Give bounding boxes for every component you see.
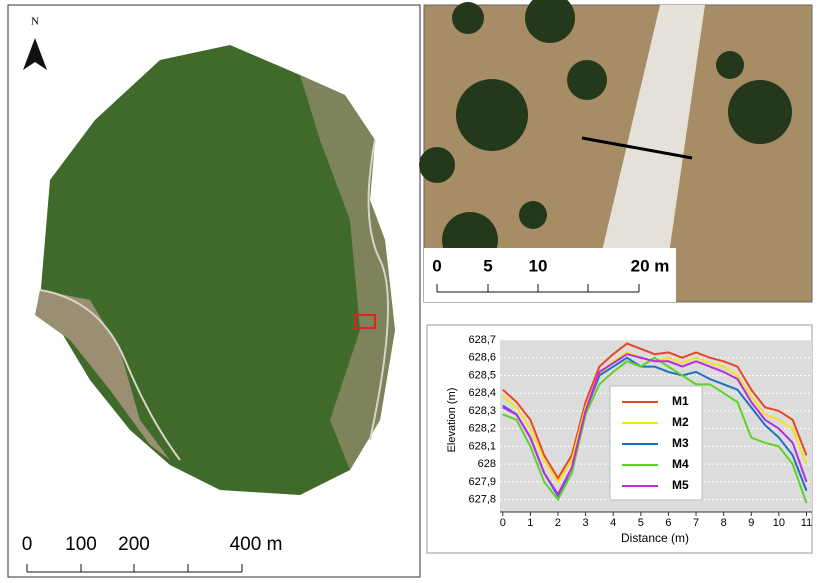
- legend-label: M3: [672, 436, 689, 450]
- scale-label: 0: [22, 534, 33, 555]
- x-tick-label: 3: [583, 517, 589, 529]
- x-tick-label: 2: [555, 517, 561, 529]
- y-tick-label: 627,8: [468, 493, 496, 505]
- y-tick-label: 627,9: [468, 476, 496, 488]
- north-label: N: [31, 16, 39, 28]
- legend-label: M5: [672, 478, 689, 492]
- tree: [519, 201, 547, 229]
- tree: [452, 2, 484, 34]
- figure: N 0 100 200 400 m 0 5 10 20 m Elevation …: [0, 0, 818, 578]
- legend-label: M2: [672, 415, 689, 429]
- scale-label: 10: [529, 256, 548, 275]
- x-tick-label: 4: [610, 517, 616, 529]
- legend-label: M1: [672, 394, 689, 408]
- y-tick-label: 628,3: [468, 405, 496, 417]
- tree: [728, 80, 792, 144]
- tree: [456, 79, 528, 151]
- y-tick-label: 628,7: [468, 334, 496, 346]
- x-tick-label: 11: [801, 517, 812, 529]
- scale-label: 200: [118, 534, 150, 555]
- x-axis-label: Distance (m): [621, 531, 689, 545]
- y-tick-label: 628,4: [468, 387, 496, 399]
- tree: [567, 60, 607, 100]
- y-tick-label: 628: [478, 458, 496, 470]
- x-tick-label: 8: [721, 517, 727, 529]
- legend-label: M4: [672, 457, 689, 471]
- scale-label: 20 m: [631, 256, 670, 275]
- y-tick-label: 628,2: [468, 423, 496, 435]
- y-axis-label: Elevation (m): [446, 388, 458, 453]
- y-tick-label: 628,5: [468, 369, 496, 381]
- tree: [716, 51, 744, 79]
- x-tick-label: 9: [748, 517, 754, 529]
- x-tick-label: 0: [500, 517, 506, 529]
- scale-label: 100: [65, 534, 97, 555]
- scale-label: 0: [432, 256, 441, 275]
- x-tick-label: 5: [638, 517, 644, 529]
- x-tick-label: 1: [527, 517, 533, 529]
- page: {"map": {"north": "N", "scale_labels": […: [0, 0, 818, 583]
- scale-label: 400 m: [230, 534, 283, 555]
- y-tick-label: 628,6: [468, 352, 496, 364]
- tree: [419, 147, 455, 183]
- scale-label: 5: [483, 256, 492, 275]
- x-tick-label: 10: [773, 517, 785, 529]
- x-tick-label: 7: [693, 517, 699, 529]
- y-tick-label: 628,1: [468, 440, 496, 452]
- x-tick-label: 6: [665, 517, 671, 529]
